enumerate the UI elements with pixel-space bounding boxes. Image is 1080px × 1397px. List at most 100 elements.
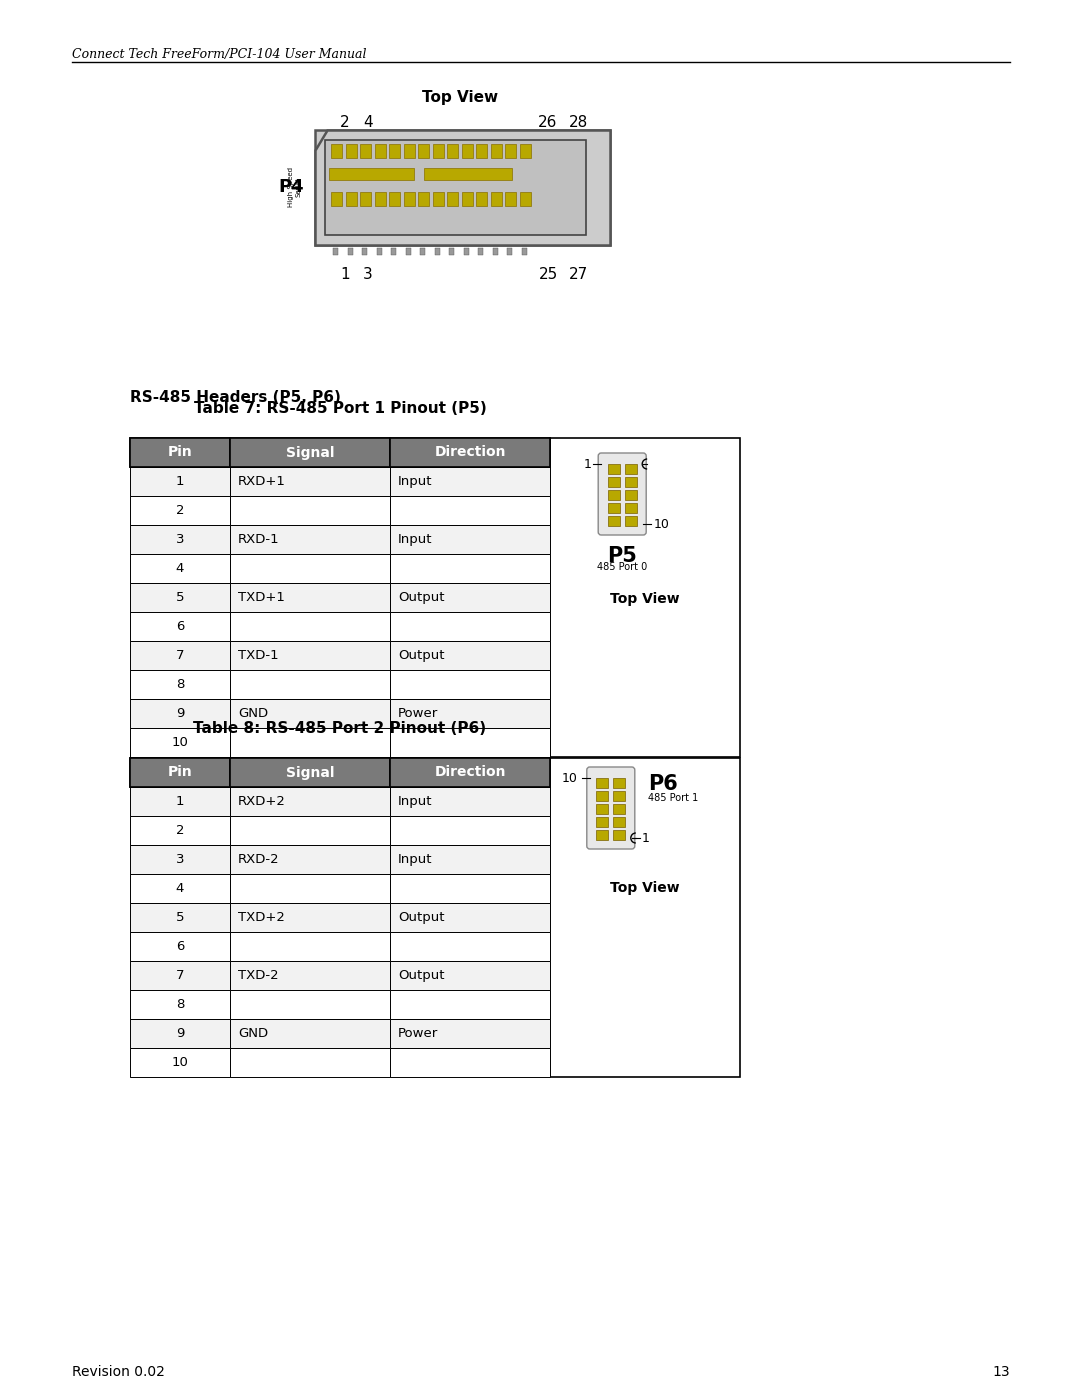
Bar — [624, 464, 637, 474]
Bar — [420, 249, 426, 256]
Text: 7: 7 — [176, 970, 185, 982]
Bar — [230, 671, 390, 698]
Text: 485 Port 1: 485 Port 1 — [648, 793, 698, 803]
Bar — [390, 467, 550, 496]
FancyBboxPatch shape — [598, 453, 646, 535]
Text: Power: Power — [399, 1027, 438, 1039]
Text: Top View: Top View — [422, 89, 498, 105]
Bar — [432, 144, 444, 158]
Bar — [390, 496, 550, 525]
Bar — [130, 496, 230, 525]
Bar — [230, 439, 390, 467]
Bar — [390, 728, 550, 757]
Bar — [490, 144, 501, 158]
Text: Output: Output — [399, 591, 445, 604]
Bar — [130, 698, 230, 728]
Bar — [230, 728, 390, 757]
Bar — [432, 191, 444, 205]
Text: Revision 0.02: Revision 0.02 — [72, 1365, 165, 1379]
Bar — [325, 140, 586, 235]
Polygon shape — [315, 130, 610, 244]
Text: 3: 3 — [176, 854, 185, 866]
Bar — [390, 555, 550, 583]
Text: 8: 8 — [176, 997, 185, 1011]
Bar — [333, 249, 338, 256]
Bar — [490, 191, 501, 205]
Text: TXD+2: TXD+2 — [238, 911, 285, 923]
Text: 1: 1 — [340, 267, 350, 282]
Bar — [130, 583, 230, 612]
Bar — [404, 144, 415, 158]
Text: 5: 5 — [176, 911, 185, 923]
Bar — [596, 805, 608, 814]
Text: 25: 25 — [538, 267, 557, 282]
Text: 5: 5 — [176, 591, 185, 604]
Text: High Speed
Serial: High Speed Serial — [288, 168, 301, 207]
Bar — [390, 1018, 550, 1048]
Text: 10: 10 — [562, 771, 578, 785]
Text: 1: 1 — [176, 475, 185, 488]
Bar — [390, 1048, 550, 1077]
Bar — [424, 168, 512, 180]
Bar — [330, 191, 342, 205]
Bar — [230, 467, 390, 496]
Bar — [390, 875, 550, 902]
Text: Pin: Pin — [167, 766, 192, 780]
Bar — [476, 144, 487, 158]
Text: 2: 2 — [176, 824, 185, 837]
Text: Power: Power — [399, 707, 438, 719]
Bar — [230, 932, 390, 961]
Bar — [230, 961, 390, 990]
Bar — [505, 191, 516, 205]
Text: 1: 1 — [176, 795, 185, 807]
Bar — [390, 612, 550, 641]
Text: 3: 3 — [176, 534, 185, 546]
Text: RXD-2: RXD-2 — [238, 854, 280, 866]
Bar — [130, 555, 230, 583]
Bar — [360, 191, 372, 205]
Bar — [476, 191, 487, 205]
Text: Top View: Top View — [610, 882, 679, 895]
Text: Signal: Signal — [286, 766, 334, 780]
Text: TXD-1: TXD-1 — [238, 650, 279, 662]
Bar — [390, 990, 550, 1018]
Bar — [492, 249, 498, 256]
Bar — [346, 191, 356, 205]
Text: RXD+2: RXD+2 — [238, 795, 286, 807]
Bar — [377, 249, 381, 256]
Bar — [130, 845, 230, 875]
Bar — [230, 875, 390, 902]
Bar — [130, 1018, 230, 1048]
Bar — [230, 525, 390, 555]
Text: Table 7: RS-485 Port 1 Pinout (P5): Table 7: RS-485 Port 1 Pinout (P5) — [193, 401, 486, 416]
Bar — [391, 249, 396, 256]
Text: 2: 2 — [176, 504, 185, 517]
Bar — [608, 476, 620, 488]
Bar — [505, 144, 516, 158]
Bar — [461, 144, 473, 158]
Bar — [613, 817, 625, 827]
Text: Signal: Signal — [286, 446, 334, 460]
Bar — [390, 525, 550, 555]
Bar — [130, 525, 230, 555]
Bar — [390, 816, 550, 845]
Text: P6: P6 — [648, 774, 677, 793]
Bar — [230, 1018, 390, 1048]
Bar — [315, 130, 610, 244]
Text: 4: 4 — [176, 562, 185, 576]
Bar — [519, 191, 530, 205]
Bar — [390, 759, 550, 787]
Bar — [613, 791, 625, 800]
Bar — [522, 249, 527, 256]
Text: 3: 3 — [363, 267, 373, 282]
Bar — [130, 467, 230, 496]
Text: GND: GND — [238, 707, 268, 719]
Text: RS-485 Headers (P5, P6): RS-485 Headers (P5, P6) — [130, 390, 341, 405]
Bar — [329, 168, 414, 180]
Text: P4: P4 — [279, 177, 303, 196]
Bar — [389, 144, 400, 158]
Text: Connect Tech FreeForm/PCI-104 User Manual: Connect Tech FreeForm/PCI-104 User Manua… — [72, 47, 366, 61]
Text: Output: Output — [399, 650, 445, 662]
Bar — [348, 249, 352, 256]
Bar — [230, 583, 390, 612]
